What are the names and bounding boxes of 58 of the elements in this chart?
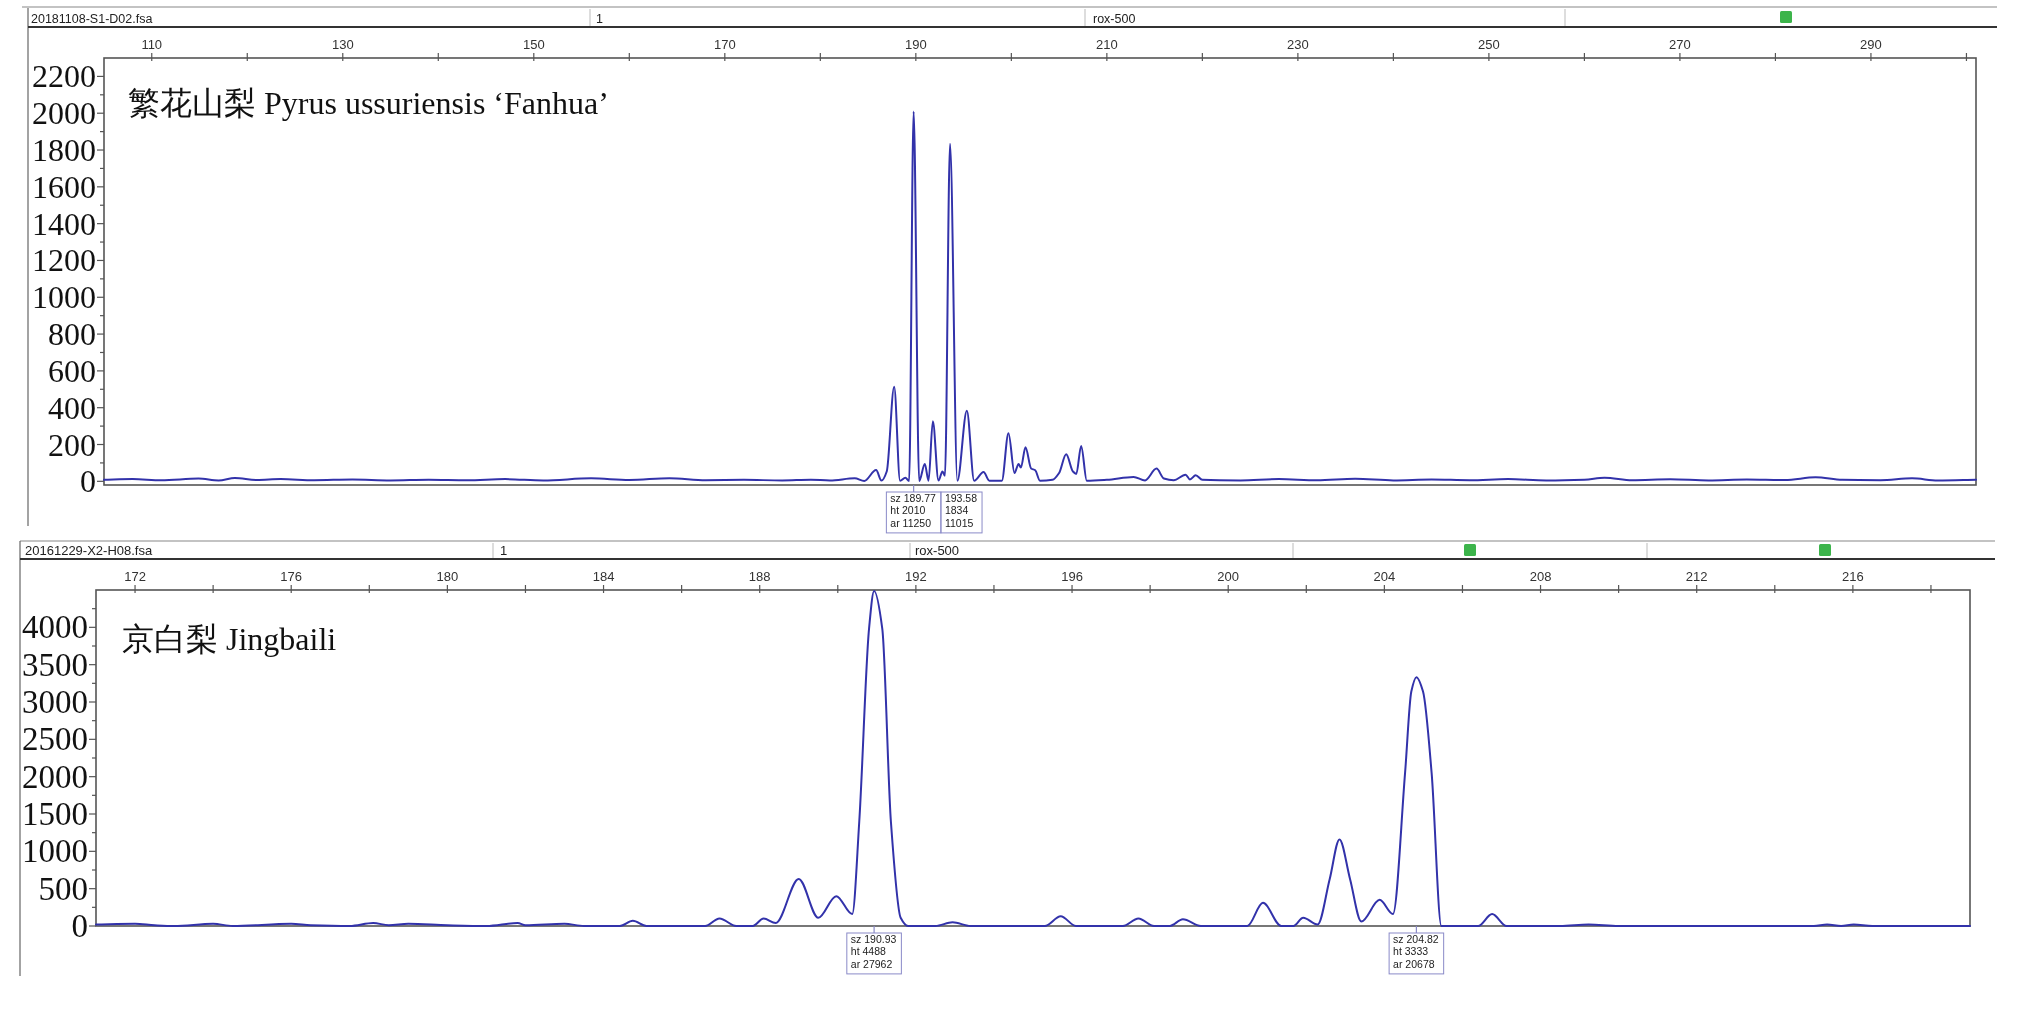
x-tick-label: 208 <box>1529 569 1552 584</box>
x-tick-label: 216 <box>1842 569 1864 584</box>
y-tick-label: 400 <box>48 389 96 426</box>
text: rox-500 <box>915 543 960 558</box>
y-tick-label: 1600 <box>32 168 96 205</box>
x-tick-label: 212 <box>1685 569 1708 584</box>
x-tick-label: 172 <box>124 569 146 584</box>
y-tick-label: 800 <box>48 316 96 353</box>
x-tick-label: 190 <box>904 37 927 52</box>
x-tick-label: 170 <box>713 37 736 52</box>
y-tick-label: 1500 <box>22 796 88 832</box>
y-tick-label: 2000 <box>32 95 96 132</box>
x-tick-label: 230 <box>1287 37 1309 52</box>
y-tick-label: 1000 <box>22 833 88 870</box>
x-tick-label: 180 <box>436 569 459 584</box>
text: 繁花山梨 Pyrus ussuriensis ‘Fanhua’ <box>128 85 609 121</box>
x-tick-label: 130 <box>331 37 354 52</box>
y-tick-label: 0 <box>80 463 96 500</box>
x-tick-label: 188 <box>748 569 771 584</box>
y-tick-label: 500 <box>38 870 88 907</box>
x-tick-label: 200 <box>1217 569 1240 584</box>
text: rox-500 <box>1093 12 1136 26</box>
x-tick-label: 210 <box>1096 37 1118 52</box>
y-tick-label: 1000 <box>32 279 96 316</box>
annotation: sz 189.77 ht 2010 ar 11250 <box>890 492 937 529</box>
annotation: sz 204.82 ht 3333 ar 20678 <box>1393 933 1439 970</box>
y-tick-label: 0 <box>71 908 88 944</box>
x-tick-label: 290 <box>1860 37 1882 52</box>
annotation: sz 190.93 ht 4488 ar 27962 <box>850 933 897 970</box>
x-tick-label: 184 <box>592 569 615 584</box>
y-tick-label: 2500 <box>22 721 88 758</box>
x-tick-label: 176 <box>280 569 303 584</box>
x-tick-label: 270 <box>1669 37 1691 52</box>
y-tick-label: 200 <box>48 426 96 463</box>
y-tick-label: 600 <box>48 352 96 389</box>
x-tick-label: 250 <box>1478 37 1500 52</box>
peak-label: sz 204.82 ht 3333 ar 20678 <box>1388 925 1445 975</box>
y-tick-label: 3500 <box>22 646 88 683</box>
text: 20181108-S1-D02.fsa <box>31 12 153 26</box>
text: 20161229-X2-H08.fsa <box>25 543 153 558</box>
x-tick-label: 110 <box>141 37 163 52</box>
y-tick-label: 2200 <box>32 58 96 95</box>
y-tick-label: 2000 <box>22 758 88 795</box>
y-tick-label: 1800 <box>32 132 96 169</box>
x-tick-label: 204 <box>1373 569 1396 584</box>
x-tick-label: 196 <box>1061 569 1083 584</box>
text: 1 <box>596 12 603 26</box>
text: 1 <box>500 543 508 558</box>
peak-label: sz 189.77 ht 2010 ar 11250 <box>885 484 942 534</box>
text: 京白梨 Jingbaili <box>122 621 337 657</box>
y-tick-label: 1200 <box>32 242 96 279</box>
peak-label: sz 190.93 ht 4488 ar 27962 <box>846 925 902 975</box>
x-tick-label: 150 <box>522 37 545 52</box>
y-tick-label: 1400 <box>32 205 96 242</box>
x-tick-label: 192 <box>905 569 927 584</box>
y-tick-label: 4000 <box>22 609 88 646</box>
peak-label: 193.58 1834 11015 <box>940 491 983 534</box>
y-tick-label: 3000 <box>22 684 88 720</box>
